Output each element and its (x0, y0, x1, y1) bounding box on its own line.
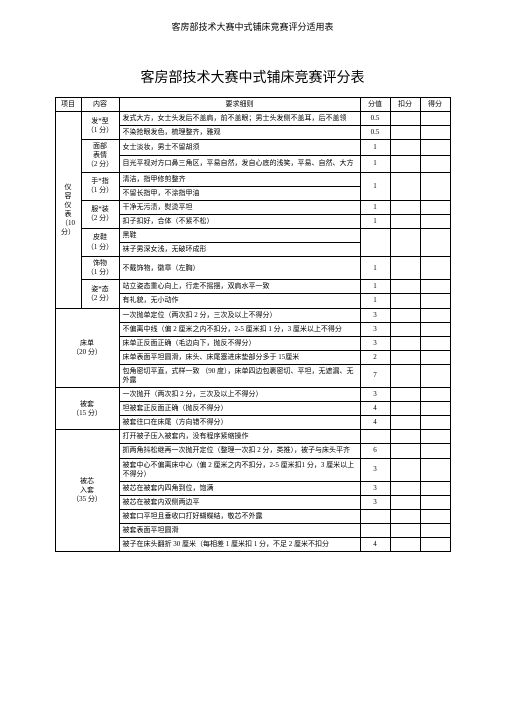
section-label: 仪 容 仪 表 （10 分） (55, 112, 81, 308)
req-cell: 不染抢眼发色，梳理整齐，雅观 (119, 126, 360, 140)
req-cell: 床单表面平坦圆滑，床头、床尾塞进床垫部分多于 15厘米 (119, 350, 360, 364)
content-label: 姿*态 （2 分） (81, 280, 119, 308)
table-row: 被套 （15 分） 一次抛开（两次扣 2 分，三次及以上不得分） 3 (55, 388, 450, 402)
score-cell: 3 (360, 336, 390, 350)
score-cell: 1 (360, 140, 390, 156)
score-cell: 0.5 (360, 126, 390, 140)
scoring-table: 项目 内容 要求细则 分值 扣分 得分 仪 容 仪 表 （10 分） 发*型 （… (55, 97, 451, 552)
req-cell: 女士淡妆，男士不留胡须 (119, 140, 360, 156)
req-cell: 有礼貌，无小动作 (119, 294, 360, 308)
req-cell: 被芯在被套内双侧两边平 (119, 495, 360, 509)
table-row: 服*装 （2 分） 干净无污渍，熨烫平坦 1 (55, 200, 450, 214)
req-cell: 发式大方，女士头发后不盖肩，前不盖眼；男士头发侧不盖耳，后不盖领 (119, 112, 360, 126)
req-cell: 被套往口在床尾（方向错不得分） (119, 416, 360, 430)
req-cell: 坦被套正反面正确（抛反不得分） (119, 402, 360, 416)
score-cell (360, 430, 390, 444)
req-cell: 站立姿态重心向上，行走不摇摆，双肩水平一致 (119, 280, 360, 294)
th-project: 项目 (55, 98, 81, 112)
score-cell: 3 (360, 322, 390, 336)
doc-header: 客房部技术大赛中式铺床竞赛评分适用表 (0, 20, 505, 33)
req-cell: 干净无污渍，熨烫平坦 (119, 200, 360, 214)
th-final: 得分 (420, 98, 450, 112)
th-score: 分值 (360, 98, 390, 112)
score-cell: 3 (360, 388, 390, 402)
req-cell: 不留长指甲，不涂指甲油 (119, 186, 360, 200)
table-header-row: 项目 内容 要求细则 分值 扣分 得分 (55, 98, 450, 112)
table-row: 床单 （20 分） 一次抛单定位（两次扣 2 分，三次及以上不得分） 3 (55, 308, 450, 322)
score-cell: 7 (360, 364, 390, 387)
table-row: 手*指 （1 分） 清洁，指甲修剪整齐 1 (55, 172, 450, 186)
score-cell: 4 (360, 538, 390, 552)
req-cell: 扣子扣好，合体（不紧不松） (119, 214, 360, 228)
score-cell: 1 (360, 156, 390, 172)
score-cell: 3 (360, 481, 390, 495)
score-cell: 0.5 (360, 112, 390, 126)
req-cell: 一次抛单定位（两次扣 2 分，三次及以上不得分） (119, 308, 360, 322)
content-label: 服*装 （2 分） (81, 200, 119, 228)
section-label: 被芯 入套 （35 分） (55, 430, 119, 552)
score-cell: 1 (360, 280, 390, 294)
req-cell: 抓两角抖松继再一次抛开定位（整理一次扣 2 分，类推），被子与床头平齐 (119, 444, 360, 458)
score-cell: 4 (360, 402, 390, 416)
req-cell: 袜子男深女浅，无破环成形 (119, 243, 360, 257)
score-cell: 3 (360, 308, 390, 322)
content-label: 面部 表情 （2 分） (81, 140, 119, 172)
content-label: 发*型 （1 分） (81, 112, 119, 140)
score-cell (360, 524, 390, 538)
table-row: 皮鞋 （1 分） 黑鞋 (55, 228, 450, 242)
score-cell: 2 (360, 350, 390, 364)
content-label: 饰物 （1 分） (81, 257, 119, 280)
req-cell: 清洁，指甲修剪整齐 (119, 172, 360, 186)
req-cell: 打开被子压入被套内，没有程序紧缩操作 (119, 430, 360, 444)
deduct-cell (390, 112, 420, 126)
score-cell (360, 509, 390, 523)
score-cell (360, 228, 390, 256)
req-cell: 黑鞋 (119, 228, 360, 242)
req-cell: 床单正反面正确（毛边向下，抛反不得分） (119, 336, 360, 350)
table-row: 面部 表情 （2 分） 女士淡妆，男士不留胡须 1 (55, 140, 450, 156)
score-cell: 1 (360, 257, 390, 280)
score-cell: 1 (360, 200, 390, 214)
req-cell: 不偏离中线（偏 2 厘米之内不扣分，2-5 厘米扣 1 分，3 厘米以上不得分 (119, 322, 360, 336)
page-title: 客房部技术大赛中式铺床竞赛评分表 (0, 67, 505, 87)
req-cell: 不戴饰物，徽章（左胸） (119, 257, 360, 280)
section-label: 床单 （20 分） (55, 308, 119, 388)
content-label: 手*指 （1 分） (81, 172, 119, 200)
req-cell: 被套口平坦且垂收口打好蝴蝶结，敬芯不外露 (119, 509, 360, 523)
section-label: 被套 （15 分） (55, 388, 119, 430)
th-requirement: 要求细则 (119, 98, 360, 112)
req-cell: 目光平视对方口鼻三角区，平易自然，发自心底的浅笑，平易、自然、大方 (119, 156, 360, 172)
req-cell: 被套中心不偏离床中心（偏 2 厘米之内不扣分，2-5 厘米扣1 分，3 厘米以上… (119, 458, 360, 481)
table-row: 被芯 入套 （35 分） 打开被子压入被套内，没有程序紧缩操作 (55, 430, 450, 444)
table-row: 饰物 （1 分） 不戴饰物，徽章（左胸） 1 (55, 257, 450, 280)
req-cell: 被套表面平坦圆滑 (119, 524, 360, 538)
table-row: 姿*态 （2 分） 站立姿态重心向上，行走不摇摆，双肩水平一致 1 (55, 280, 450, 294)
th-content: 内容 (81, 98, 119, 112)
req-cell: 被子在床头翻折 30 厘米（每相差 1 厘米扣 1 分，不足 2 厘米不扣分 (119, 538, 360, 552)
th-deduct: 扣分 (390, 98, 420, 112)
req-cell: 包角密切平直，式样一致 （90 度），床单四边包裹密切、平坦，无遮漏、无外露 (119, 364, 360, 387)
req-cell: 被芯在被套内四角到位，饱满 (119, 481, 360, 495)
score-cell: 4 (360, 416, 390, 430)
content-label: 皮鞋 （1 分） (81, 228, 119, 256)
req-cell: 一次抛开（两次扣 2 分，三次及以上不得分） (119, 388, 360, 402)
score-cell: 1 (360, 172, 390, 200)
score-cell: 1 (360, 294, 390, 308)
score-cell: 3 (360, 495, 390, 509)
score-cell: 1 (360, 214, 390, 228)
score-cell: 3 (360, 458, 390, 481)
table-row: 仪 容 仪 表 （10 分） 发*型 （1 分） 发式大方，女士头发后不盖肩，前… (55, 112, 450, 126)
final-cell (420, 112, 450, 126)
score-cell: 6 (360, 444, 390, 458)
